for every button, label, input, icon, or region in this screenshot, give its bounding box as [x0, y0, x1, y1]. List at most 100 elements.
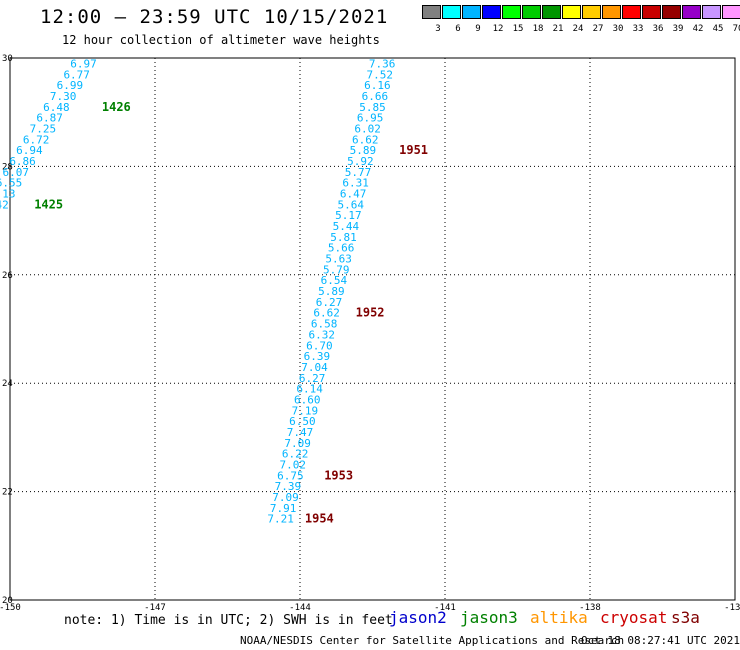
wave-height-value: 6.47	[340, 188, 367, 201]
satellite-name-jason2: jason2	[389, 608, 447, 627]
wave-height-value: 6.72	[23, 133, 50, 146]
wave-height-value: 6.16	[364, 79, 391, 92]
wave-height-value: 5.81	[330, 231, 357, 244]
pass-time-label: 1425	[34, 197, 63, 211]
wave-height-value: 6.66	[362, 90, 389, 103]
wave-height-value: 6.94	[16, 144, 43, 157]
wave-height-value: 6.60	[294, 393, 321, 406]
wave-height-value: 6.42	[0, 198, 9, 211]
legend-label: 21	[552, 24, 564, 34]
legend-swatch	[662, 5, 681, 19]
legend-label: 27	[592, 24, 604, 34]
pass-time-label: 1954	[305, 512, 334, 526]
legend-label: 70	[732, 24, 740, 34]
wave-height-value: 7.30	[50, 90, 77, 103]
legend-label: 24	[572, 24, 584, 34]
satellite-name-s3a: s3a	[671, 608, 700, 627]
legend-swatch	[702, 5, 721, 19]
wave-height-value: 5.17	[335, 209, 362, 222]
map-title: 12:00 – 23:59 UTC 10/15/2021	[40, 6, 389, 28]
satellite-name-cryosat: cryosat	[600, 608, 668, 627]
legend-swatch	[462, 5, 481, 19]
wave-height-value: 7.04	[301, 361, 328, 374]
wave-height-value: 7.52	[367, 68, 394, 81]
wave-height-value: 7.25	[30, 122, 57, 135]
generated-timestamp: Oct 18 08:27:41 UTC 2021	[581, 634, 740, 647]
wave-height-value: 5.85	[359, 101, 386, 114]
legend-swatch	[542, 5, 561, 19]
wave-height-value: 7.09	[272, 491, 299, 504]
legend-swatch	[502, 5, 521, 19]
legend-label: 6	[455, 24, 461, 34]
wave-height-value: 6.07	[3, 166, 30, 179]
longitude-tick-label: -147	[144, 603, 166, 613]
pass-time-label: 1953	[324, 468, 353, 482]
legend-label: 33	[632, 24, 644, 34]
wave-height-value: 5.66	[328, 242, 355, 255]
longitude-tick-label: -144	[289, 603, 311, 613]
wave-height-value: 5.89	[350, 144, 377, 157]
wave-height-value: 6.70	[306, 339, 333, 352]
legend-label: 18	[532, 24, 544, 34]
pass-time-label: 1951	[399, 143, 428, 157]
legend-swatch	[582, 5, 601, 19]
legend-swatch	[722, 5, 740, 19]
legend-swatch	[682, 5, 701, 19]
wave-height-value: 6.22	[282, 448, 309, 461]
legend-label: 39	[672, 24, 684, 34]
longitude-tick-label: -135	[724, 603, 740, 613]
legend-swatch	[422, 5, 441, 19]
satellite-name-jason3: jason3	[460, 608, 518, 627]
wave-height-value: 6.31	[342, 177, 369, 190]
wave-height-value: 5.77	[345, 166, 372, 179]
legend-swatch	[482, 5, 501, 19]
pass-time-label: 1426	[102, 100, 131, 114]
latitude-tick-label: 26	[2, 271, 13, 281]
latitude-tick-label: 24	[2, 379, 13, 389]
credit-line: NOAA/NESDIS Center for Satellite Applica…	[240, 634, 625, 647]
wave-height-value: 5.44	[333, 220, 360, 233]
wave-height-value: 7.13	[0, 188, 16, 201]
latitude-tick-label: 22	[2, 488, 13, 498]
wave-height-value: 5.79	[323, 263, 350, 276]
wave-height-value: 6.54	[321, 274, 348, 287]
wave-height-value: 7.36	[369, 57, 396, 70]
legend-label: 12	[492, 24, 504, 34]
legend-label: 30	[612, 24, 624, 34]
latitude-tick-label: 20	[2, 596, 13, 606]
wave-height-value: 5.89	[318, 285, 345, 298]
legend-swatch	[522, 5, 541, 19]
wave-height-value: 6.75	[277, 469, 304, 482]
wave-height-value: 6.77	[63, 68, 90, 81]
map-subtitle: 12 hour collection of altimeter wave hei…	[62, 33, 380, 47]
wave-height-value: 7.21	[267, 513, 294, 526]
wave-height-value: 7.09	[284, 437, 311, 450]
wave-height-value: 7.02	[280, 459, 307, 472]
legend-swatch	[602, 5, 621, 19]
legend-label: 42	[692, 24, 704, 34]
latitude-tick-label: 30	[2, 54, 13, 64]
wave-height-value: 6.27	[316, 296, 343, 309]
map-frame	[9, 57, 736, 601]
wave-height-value: 6.97	[70, 57, 97, 70]
wave-height-value: 6.99	[57, 79, 84, 92]
wave-height-value: 6.55	[0, 177, 22, 190]
legend-swatch	[442, 5, 461, 19]
wave-height-value: 6.95	[357, 112, 384, 125]
wave-height-value: 6.14	[296, 383, 323, 396]
wave-height-value: 5.63	[325, 253, 352, 266]
wave-height-value: 6.87	[36, 112, 63, 125]
wave-height-value: 7.39	[275, 480, 302, 493]
wave-height-value: 6.50	[289, 415, 316, 428]
legend-swatch	[642, 5, 661, 19]
legend-swatch	[562, 5, 581, 19]
longitude-tick-label: -138	[579, 603, 601, 613]
wave-height-value: 6.86	[9, 155, 36, 168]
legend-label: 3	[435, 24, 441, 34]
wave-height-value: 7.47	[287, 426, 314, 439]
wave-height-value: 5.64	[338, 198, 365, 211]
longitude-tick-label: -141	[434, 603, 456, 613]
wave-height-value: 7.91	[270, 502, 297, 515]
longitude-tick-label: -150	[0, 603, 21, 613]
